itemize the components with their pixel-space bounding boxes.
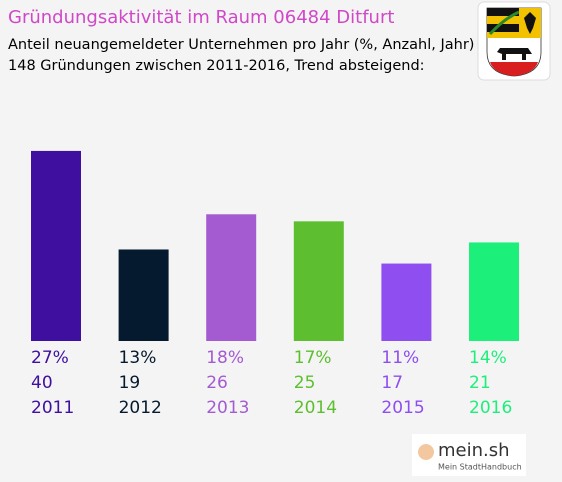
stripe	[487, 8, 519, 16]
count-label: 26	[206, 373, 228, 393]
bar	[469, 242, 519, 341]
bar	[31, 150, 81, 341]
eagle	[524, 12, 536, 34]
count-label: 21	[469, 373, 491, 393]
logo: mein.sh Mein StadtHandbuch	[412, 434, 526, 476]
bar	[293, 221, 344, 341]
logo-tagline: Mein StadtHandbuch	[438, 463, 522, 472]
subtitle: Anteil neuangemeldeter Unternehmen pro J…	[8, 37, 474, 53]
x-tick-label: 2015	[381, 398, 424, 418]
stripe	[487, 32, 519, 38]
bar	[381, 263, 432, 341]
bear	[497, 48, 532, 60]
logo-name: mein.sh	[438, 440, 510, 461]
x-tick-label: 2013	[206, 398, 249, 418]
value-label: 27%	[31, 348, 69, 368]
x-tick-label: 2016	[469, 398, 512, 418]
bar	[118, 249, 169, 341]
bar	[206, 214, 257, 341]
value-label: 17%	[294, 348, 332, 368]
chart-title: Gründungsaktivität im Raum 06484 Ditfurt	[8, 7, 394, 28]
logo-map	[418, 444, 434, 460]
x-tick-label: 2011	[31, 398, 74, 418]
wall	[490, 62, 538, 76]
value-label: 14%	[469, 348, 507, 368]
x-tick-label: 2012	[119, 398, 162, 418]
stripe	[487, 24, 519, 32]
count-label: 19	[119, 373, 141, 393]
count-label: 40	[31, 373, 53, 393]
coat-of-arms	[477, 1, 551, 81]
subtitle: 148 Gründungen zwischen 2011-2016, Trend…	[8, 58, 425, 74]
value-label: 18%	[206, 348, 244, 368]
count-label: 17	[381, 373, 403, 393]
value-label: 13%	[119, 348, 157, 368]
x-tick-label: 2014	[294, 398, 337, 418]
value-label: 11%	[381, 348, 419, 368]
count-label: 25	[294, 373, 316, 393]
crown-band	[488, 10, 520, 36]
